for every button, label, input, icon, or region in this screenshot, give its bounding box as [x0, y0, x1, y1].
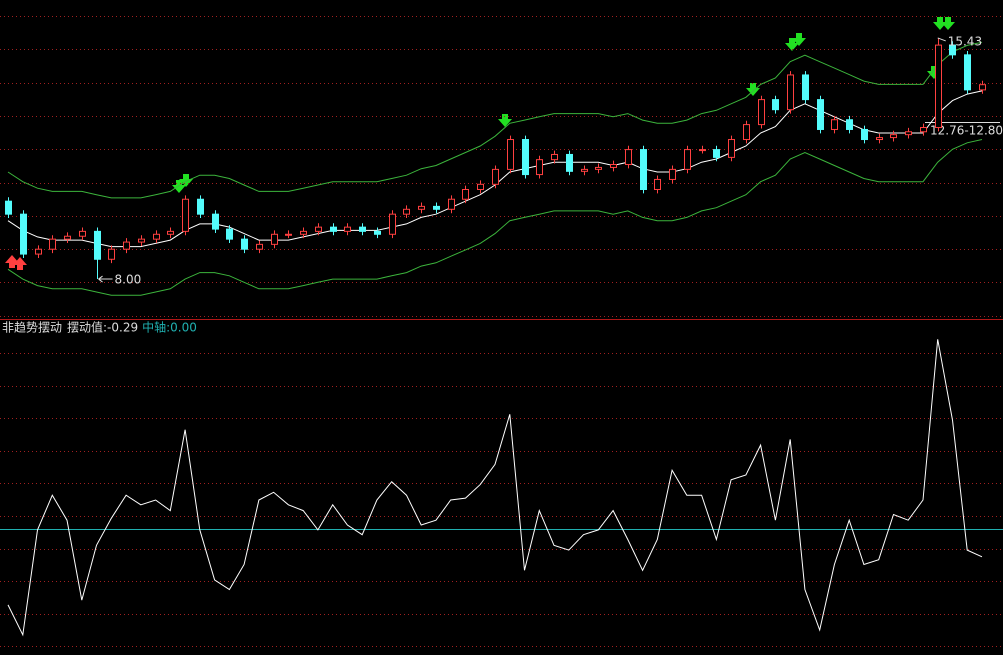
candle-body [802, 74, 809, 101]
candle-body [462, 189, 469, 200]
candle-body [728, 139, 735, 158]
midline-label: 中轴:0.00 [142, 320, 197, 335]
sell-arrow [179, 174, 193, 187]
band-line [7, 41, 983, 199]
sell-arrow [941, 17, 955, 30]
candle-body [49, 238, 56, 250]
candle-body [5, 200, 12, 215]
candle-body [743, 124, 750, 141]
candle-body [890, 134, 897, 139]
candle-body [581, 168, 588, 172]
candle-body [522, 139, 529, 176]
candle-body [905, 131, 912, 136]
candle-body [654, 178, 661, 191]
candle-body [876, 137, 883, 141]
candle-body [359, 226, 366, 232]
candle-body [669, 168, 676, 180]
candle-body [182, 198, 189, 232]
candle-body [64, 235, 71, 240]
candle-body [94, 230, 101, 260]
candle-body [108, 248, 115, 260]
candle-body [344, 226, 351, 232]
candle-body [758, 99, 765, 126]
candle-body [625, 149, 632, 166]
candle-body [713, 149, 720, 158]
candle-body [138, 238, 145, 243]
sell-arrow [498, 114, 512, 127]
candle-body [935, 44, 942, 129]
oscillator-line [7, 339, 983, 637]
band-line [7, 139, 983, 296]
high-pointer [937, 37, 946, 42]
candle-body [920, 127, 927, 133]
candle-body [197, 198, 204, 215]
candle-body [285, 233, 292, 236]
candle-body [979, 84, 986, 91]
candle-body [846, 119, 853, 130]
candle-body [241, 238, 248, 250]
candle-body [389, 213, 396, 235]
candle-body [684, 149, 691, 170]
sell-arrow [792, 33, 806, 46]
sell-arrow [927, 66, 941, 79]
low-pointer [98, 275, 113, 283]
candle-body [699, 149, 706, 152]
candle-body [433, 205, 440, 210]
buy-arrows [5, 255, 27, 270]
candle-body [536, 159, 543, 176]
candle-body [507, 139, 514, 170]
candle-body [153, 233, 160, 240]
candle-body [861, 128, 868, 141]
candle-body [610, 164, 617, 168]
candle-body [35, 248, 42, 255]
sell-arrow [746, 83, 760, 96]
low-label: 8.00 [115, 273, 142, 287]
candle-body [787, 74, 794, 111]
candle-body [271, 233, 278, 245]
sell-arrow [172, 180, 186, 193]
candle-body [418, 205, 425, 210]
candle-body [315, 226, 322, 232]
candle-body [167, 230, 174, 235]
candle-body [20, 213, 27, 255]
candle-body [595, 166, 602, 170]
buy-arrow [5, 255, 19, 268]
candle-body [551, 153, 558, 161]
candle-body [330, 226, 337, 232]
candle-body [831, 119, 838, 130]
sell-arrow [933, 17, 947, 30]
candle-body [949, 44, 956, 56]
candle-body [492, 168, 499, 185]
candle-body [772, 99, 779, 111]
candle-body [226, 228, 233, 240]
candle-body [964, 54, 971, 91]
candle-body [300, 230, 307, 235]
candle-body [123, 241, 130, 250]
candle-body [79, 230, 86, 237]
candle-body [566, 153, 573, 172]
candle-body [640, 149, 647, 191]
candle-body [477, 183, 484, 191]
legend-entry: 摆动值:-0.29 [67, 320, 138, 335]
candle-body [817, 99, 824, 130]
candle-body [256, 243, 263, 250]
high-label: 15.43 [948, 34, 982, 48]
indicator-name: 非趋势摆动 [2, 321, 62, 335]
sell-arrow [785, 38, 799, 51]
candle-body [212, 213, 219, 230]
signal-arrows [172, 17, 955, 193]
last-range-label: 12.76-12.80 [930, 124, 1003, 138]
candle-body [448, 198, 455, 210]
buy-arrow [13, 257, 27, 270]
candle-body [374, 230, 381, 235]
candle-body [403, 208, 410, 215]
